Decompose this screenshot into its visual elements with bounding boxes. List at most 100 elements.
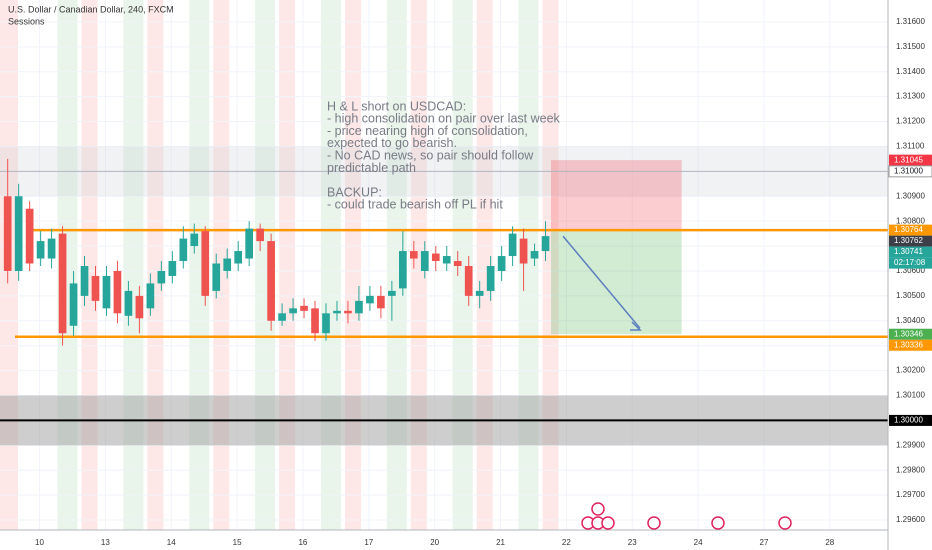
candle-body — [486, 265, 495, 291]
candle-body — [497, 256, 506, 271]
y-tick-label: 1.30900 — [896, 191, 925, 200]
annotation-line: H & L short on USDCAD: — [327, 99, 466, 113]
candle-body — [398, 251, 407, 289]
price-label: 1.31000 — [894, 166, 923, 175]
x-tick-label: 16 — [298, 538, 307, 547]
candle-body — [146, 283, 155, 309]
price-label: 1.30741 — [894, 247, 923, 256]
price-label: 1.30346 — [894, 329, 923, 338]
indicator-name: Sessions — [8, 16, 45, 26]
y-tick-label: 1.29900 — [896, 440, 925, 449]
candle-body — [344, 310, 352, 314]
event-icon — [591, 502, 605, 516]
candle-body — [267, 241, 275, 321]
y-tick-label: 1.31200 — [896, 117, 925, 126]
x-tick-label: 27 — [760, 538, 769, 547]
price-label: 1.30764 — [894, 225, 923, 234]
session-band — [320, 0, 341, 530]
stop-zone — [551, 160, 682, 231]
candle-body — [168, 261, 177, 276]
x-tick-label: 21 — [496, 538, 505, 547]
x-tick-label: 24 — [694, 538, 703, 547]
event-icon — [601, 516, 615, 530]
price-label-box — [888, 165, 932, 178]
countdown-box — [889, 257, 932, 269]
candle-body — [135, 295, 144, 319]
x-tick-label: 23 — [628, 538, 637, 547]
y-tick-label: 1.30600 — [896, 266, 925, 275]
candle-body — [530, 251, 539, 259]
countdown: 02:17:08 — [894, 258, 926, 267]
annotation-line: expected to go bearish. — [327, 136, 457, 150]
price-label: 1.30000 — [894, 416, 923, 425]
candle-body — [14, 196, 23, 271]
candle-body — [102, 275, 111, 309]
annotation-line: predictable path — [327, 161, 416, 175]
x-tick-label: 22 — [562, 538, 571, 547]
event-icon — [647, 516, 661, 530]
candle-body — [212, 263, 221, 291]
session-band — [518, 0, 539, 530]
price-axis — [888, 0, 932, 550]
candle-body — [519, 238, 528, 264]
price-label-box — [889, 414, 932, 426]
candle-body — [91, 275, 100, 301]
candle-body — [179, 238, 188, 262]
y-tick-label: 1.29700 — [896, 490, 925, 499]
price-label-box — [889, 154, 932, 166]
y-tick-label: 1.31100 — [896, 142, 925, 151]
x-tick-label: 10 — [35, 538, 44, 547]
price-label-box — [889, 339, 932, 351]
session-band — [344, 0, 361, 530]
y-tick-label: 1.30400 — [896, 316, 925, 325]
y-tick-label: 1.31400 — [896, 67, 925, 76]
candle-body — [311, 308, 319, 334]
candle-body — [322, 313, 330, 334]
candle-body — [388, 290, 396, 296]
arrow-head — [630, 321, 642, 331]
candle-body — [333, 310, 341, 314]
candle-body — [201, 231, 210, 296]
candle-body — [453, 261, 462, 266]
y-tick-label: 1.29600 — [896, 515, 925, 524]
annotation-line: - high consolidation on pair over last w… — [327, 112, 561, 126]
y-tick-label: 1.31300 — [896, 92, 925, 101]
candle-body — [69, 283, 78, 326]
price-label-box — [889, 328, 932, 340]
event-icon — [778, 516, 792, 530]
x-tick-label: 14 — [167, 538, 176, 547]
y-tick-label: 1.30100 — [896, 391, 925, 400]
candle-body — [223, 258, 232, 271]
price-label-box — [889, 235, 932, 247]
candle-body — [278, 313, 286, 321]
candle-body — [464, 265, 473, 296]
candle-body — [47, 238, 56, 259]
y-tick-label: 1.29800 — [896, 465, 925, 474]
candle-body — [234, 251, 243, 264]
candle-body — [366, 295, 374, 304]
arrow — [562, 235, 641, 329]
candle-body — [541, 236, 550, 252]
event-icon — [711, 516, 725, 530]
candle-body — [508, 233, 517, 257]
annotation-line: - price nearing high of consolidation, — [327, 124, 528, 138]
candle-body — [245, 228, 254, 259]
candle-body — [113, 270, 122, 314]
candle-body — [3, 196, 12, 271]
x-tick-label: 20 — [430, 538, 439, 547]
x-tick-label: 28 — [825, 538, 834, 547]
y-tick-label: 1.30800 — [896, 216, 925, 225]
candle-body — [355, 300, 363, 314]
candle-body — [36, 241, 45, 259]
price-label-box — [889, 246, 932, 258]
candle-body — [475, 290, 484, 296]
price-label: 1.30336 — [894, 340, 923, 349]
candle-body — [190, 233, 199, 247]
annotation-line: - No CAD news, so pair should follow — [327, 148, 534, 162]
session-band — [81, 0, 98, 530]
x-tick-label: 15 — [233, 538, 242, 547]
candle-body — [124, 290, 133, 316]
annotation-line: - could trade bearish off PL if hit — [327, 198, 503, 212]
